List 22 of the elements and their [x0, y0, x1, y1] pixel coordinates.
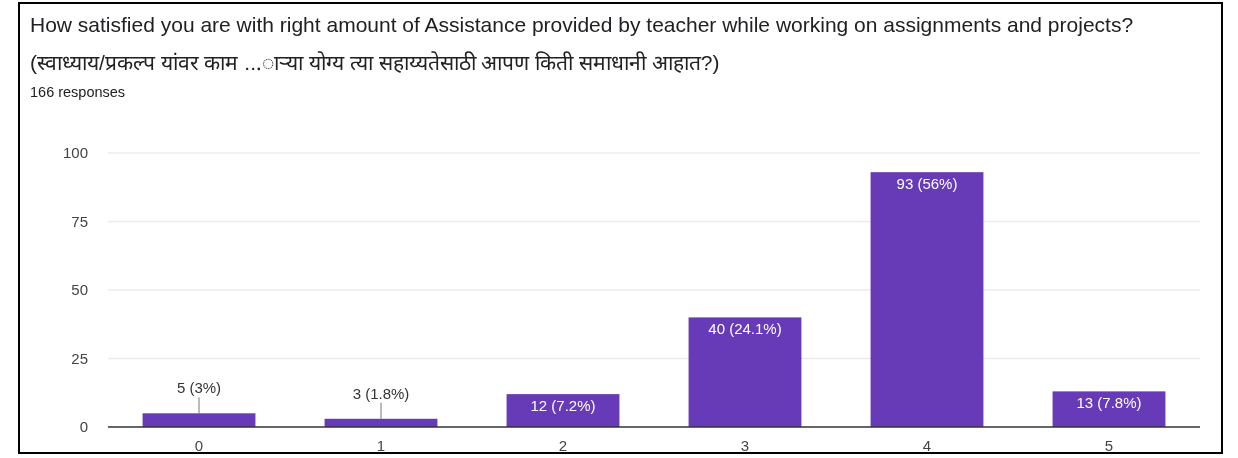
bar	[142, 413, 256, 427]
x-tick-label: 2	[558, 437, 568, 454]
data-label: 12 (7.2%)	[530, 397, 596, 415]
y-tick-label: 50	[71, 281, 88, 298]
y-tick-label: 100	[62, 144, 88, 161]
chart-title: How satisfied you are with right amount of Assistance provided by teacher while working on assignments and projects? (स्वाध्याय/प्रकल्प यांवर काम ...ाऱ्या योग्य त्या सहाय्यतेसाठी आपण किती समाधानी आहात?)	[30, 12, 1135, 76]
y-tick-label: 0	[79, 418, 88, 435]
x-tick-label: 5	[1104, 437, 1114, 454]
data-label: 3 (1.8%)	[352, 384, 410, 402]
x-tick-label: 4	[922, 437, 932, 454]
data-label: 93 (56%)	[896, 175, 958, 193]
bar	[870, 172, 984, 427]
data-label: 40 (24.1%)	[708, 320, 782, 338]
y-tick-label: 75	[71, 212, 88, 230]
chart-subtitle: 166 responses	[30, 84, 126, 100]
data-label: 5 (3%)	[176, 379, 222, 397]
x-tick-label: 1	[376, 437, 386, 454]
bar	[688, 317, 802, 427]
x-tick-label: 3	[740, 437, 750, 454]
data-label: 13 (7.8%)	[1076, 394, 1142, 412]
x-tick-label: 0	[194, 437, 204, 454]
y-tick-label: 25	[71, 349, 88, 367]
